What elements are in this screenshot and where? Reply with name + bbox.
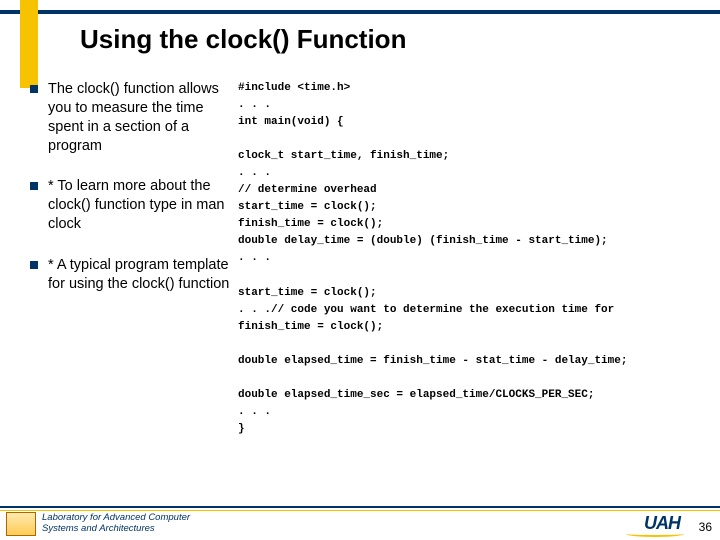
code-line: int main(void) { — [238, 116, 344, 128]
code-line: // determine overhead — [238, 184, 377, 196]
code-line: double elapsed_time_sec = elapsed_time/C… — [238, 389, 594, 401]
lab-line2: Systems and Architectures — [42, 524, 190, 534]
code-line: . . . — [238, 252, 271, 264]
bullet-column: The clock() function allows you to measu… — [30, 80, 230, 438]
code-line: double elapsed_time = finish_time - stat… — [238, 355, 627, 367]
footer-rule-navy — [0, 506, 720, 508]
uah-logo: UAH — [644, 513, 680, 534]
bullet-text: * A typical program template for using t… — [48, 256, 230, 294]
top-accent-bar — [0, 10, 720, 14]
code-line: start_time = clock(); — [238, 287, 377, 299]
page-number: 36 — [699, 520, 712, 534]
code-line: #include <time.h> — [238, 82, 350, 94]
left-accent-block — [20, 0, 38, 88]
code-line: finish_time = clock(); — [238, 321, 383, 333]
bullet-square-icon — [30, 85, 38, 93]
code-line: . . . — [238, 167, 271, 179]
bullet-text: * To learn more about the clock() functi… — [48, 177, 230, 234]
code-line: clock_t start_time, finish_time; — [238, 150, 449, 162]
content-area: The clock() function allows you to measu… — [30, 80, 690, 438]
code-line: start_time = clock(); — [238, 201, 377, 213]
code-line: . . . — [238, 99, 271, 111]
bullet-item: * A typical program template for using t… — [30, 256, 230, 294]
bullet-item: * To learn more about the clock() functi… — [30, 177, 230, 234]
code-line: . . . — [238, 406, 271, 418]
bullet-square-icon — [30, 182, 38, 190]
lab-text: Laboratory for Advanced Computer Systems… — [42, 513, 190, 534]
code-line: } — [238, 423, 245, 435]
code-line: double delay_time = (double) (finish_tim… — [238, 235, 608, 247]
bullet-square-icon — [30, 261, 38, 269]
lab-badge-icon — [6, 512, 36, 536]
bullet-text: The clock() function allows you to measu… — [48, 80, 230, 155]
code-line: . . .// code you want to determine the e… — [238, 304, 614, 316]
lab-line1: Laboratory for Advanced Computer — [42, 513, 190, 523]
slide-title: Using the clock() Function — [80, 24, 406, 55]
code-line: finish_time = clock(); — [238, 218, 383, 230]
bullet-item: The clock() function allows you to measu… — [30, 80, 230, 155]
code-column: #include <time.h> . . . int main(void) {… — [238, 80, 690, 438]
footer-rule-gold — [0, 510, 720, 511]
